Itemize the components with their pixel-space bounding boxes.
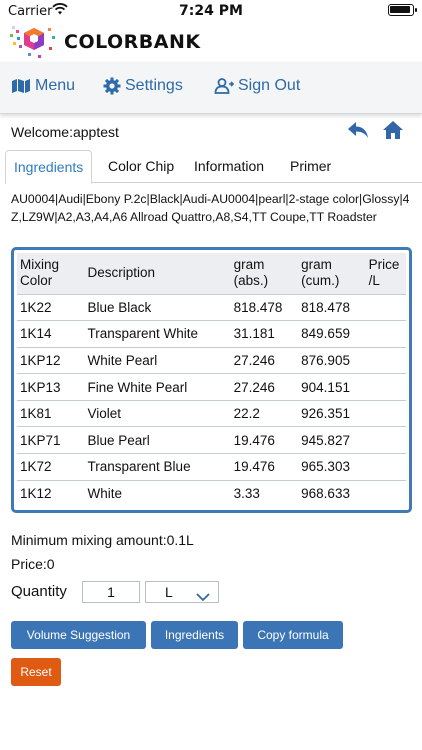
cell-description: White — [84, 479, 231, 507]
minimum-mixing-amount: Minimum mixing amount:0.1L — [11, 532, 194, 548]
table-header-row: Mixing Color Description gram (abs.) gra… — [17, 253, 406, 295]
cell-description: Blue Black — [87, 299, 152, 315]
volume-suggestion-button[interactable]: Volume Suggestion — [11, 621, 146, 649]
cell-gram-cum: 945.827 — [298, 426, 366, 454]
header-mixing-color: Mixing Color — [17, 253, 85, 295]
settings-button[interactable]: Settings — [103, 77, 183, 95]
tab-information[interactable]: Information — [194, 158, 265, 174]
tab-ingredients[interactable]: Ingredients — [5, 150, 93, 184]
quantity-input[interactable]: 1 — [82, 581, 140, 603]
cell-description: White Pearl — [84, 346, 231, 374]
unit-select[interactable]: L — [145, 581, 219, 603]
vehicle-info: AU0004|Audi|Ebony P.2c|Black|Audi-AU0004… — [11, 192, 410, 224]
cell-mixing-color: 1KP71 — [17, 426, 85, 454]
cell-price — [365, 426, 406, 454]
table-row: 1K81 Violet 22.2 926.351 — [17, 399, 406, 427]
gear-icon — [103, 77, 121, 95]
reset-button[interactable]: Reset — [11, 658, 61, 686]
cell-price — [365, 479, 406, 507]
carrier-label: Carrier — [8, 4, 53, 19]
brand-header: COLORBANK — [8, 22, 422, 62]
cell-gram-cum: 876.905 — [298, 346, 366, 374]
table-row: 1KP13 Fine White Pearl 27.246 904.151 — [17, 373, 406, 401]
tab-primer[interactable]: Primer — [290, 158, 332, 174]
cell-mixing-color: 1K81 — [17, 399, 85, 427]
cell-description: Fine White Pearl — [84, 373, 231, 401]
battery-icon — [388, 4, 417, 16]
cell-description: Violet — [84, 399, 231, 427]
ingredients-button[interactable]: Ingredients — [151, 621, 238, 649]
sign-out-label: Sign Out — [238, 77, 301, 94]
header-description: Description — [84, 253, 231, 295]
table-row: 1KP12 White Pearl 27.246 876.905 — [17, 346, 406, 374]
cell-price — [365, 399, 406, 427]
welcome-text: Welcome:apptest — [11, 124, 119, 140]
navbar: Menu Settings Sign Out — [0, 62, 422, 114]
cell-mixing-color: 1K72 — [17, 453, 85, 481]
wifi-icon — [52, 3, 68, 19]
cell-gram-cum: 926.351 — [298, 399, 366, 427]
cell-gram-abs: 19.476 — [230, 453, 299, 481]
cell-mixing-color: 1KP13 — [17, 373, 85, 401]
cell-price — [365, 453, 406, 481]
clock-label: 7:24 PM — [179, 3, 243, 19]
cell-price — [365, 346, 406, 374]
cell-description: Blue Pearl — [84, 426, 231, 454]
cell-price — [365, 373, 406, 401]
copy-formula-button[interactable]: Copy formula — [243, 621, 343, 649]
header-gram-cum: gram (cum.) — [298, 253, 366, 295]
welcome-row: Welcome:apptest — [11, 120, 411, 144]
map-icon — [11, 78, 31, 94]
quantity-label: Quantity — [11, 583, 67, 600]
status-bar: Carrier 7:24 PM — [0, 0, 422, 22]
menu-label: Menu — [35, 77, 76, 94]
colorbank-logo-icon — [8, 22, 60, 66]
cell-mixing-color: 1KP12 — [17, 346, 85, 374]
header-gram-abs: gram (abs.) — [230, 253, 299, 295]
ingredients-table: Mixing Color Description gram (abs.) gra… — [11, 247, 412, 513]
cell-gram-cum: 818.478 — [301, 299, 350, 315]
back-arrow-icon[interactable] — [347, 121, 369, 143]
menu-button[interactable]: Menu — [11, 77, 75, 95]
cell-price — [365, 320, 406, 348]
cell-gram-abs: 3.33 — [230, 479, 299, 507]
sign-out-button[interactable]: Sign Out — [214, 77, 300, 95]
table-row: 1K22 Blue Black 818.478 818.478 — [17, 294, 406, 321]
cell-mixing-color: 1K22 — [20, 299, 52, 315]
user-icon — [214, 78, 234, 94]
cell-gram-cum: 849.659 — [298, 320, 366, 348]
brand-name: COLORBANK — [64, 31, 201, 53]
price-label: Price:0 — [11, 556, 55, 572]
cell-gram-abs: 19.476 — [230, 426, 299, 454]
settings-label: Settings — [125, 77, 183, 94]
tab-color-chip[interactable]: Color Chip — [108, 158, 175, 174]
cell-price — [366, 294, 406, 321]
cell-description: Transparent Blue — [84, 453, 231, 481]
chevron-down-icon — [196, 588, 210, 604]
tab-bar: Ingredients Color Chip Information Prime… — [5, 150, 422, 184]
quantity-row: Quantity 1 L — [11, 580, 411, 604]
table-row: 1K14 Transparent White 31.181 849.659 — [17, 320, 406, 348]
unit-select-value: L — [165, 584, 173, 600]
table-row: 1KP71 Blue Pearl 19.476 945.827 — [17, 426, 406, 454]
cell-mixing-color: 1K12 — [17, 479, 85, 507]
cell-gram-abs: 22.2 — [230, 399, 299, 427]
table-row: 1K72 Transparent Blue 19.476 965.303 — [17, 453, 406, 481]
header-price-per-liter: Price /L — [365, 253, 406, 295]
cell-gram-abs: 31.181 — [230, 320, 299, 348]
cell-gram-cum: 968.633 — [298, 479, 366, 507]
cell-gram-abs: 27.246 — [230, 346, 299, 374]
cell-mixing-color: 1K14 — [17, 320, 85, 348]
cell-gram-abs: 818.478 — [233, 299, 283, 315]
cell-description: Transparent White — [84, 320, 231, 348]
cell-gram-abs: 27.246 — [230, 373, 299, 401]
cell-gram-cum: 965.303 — [298, 453, 366, 481]
cell-gram-cum: 904.151 — [298, 373, 366, 401]
table-row: 1K12 White 3.33 968.633 — [17, 479, 406, 507]
home-icon[interactable] — [382, 120, 404, 144]
